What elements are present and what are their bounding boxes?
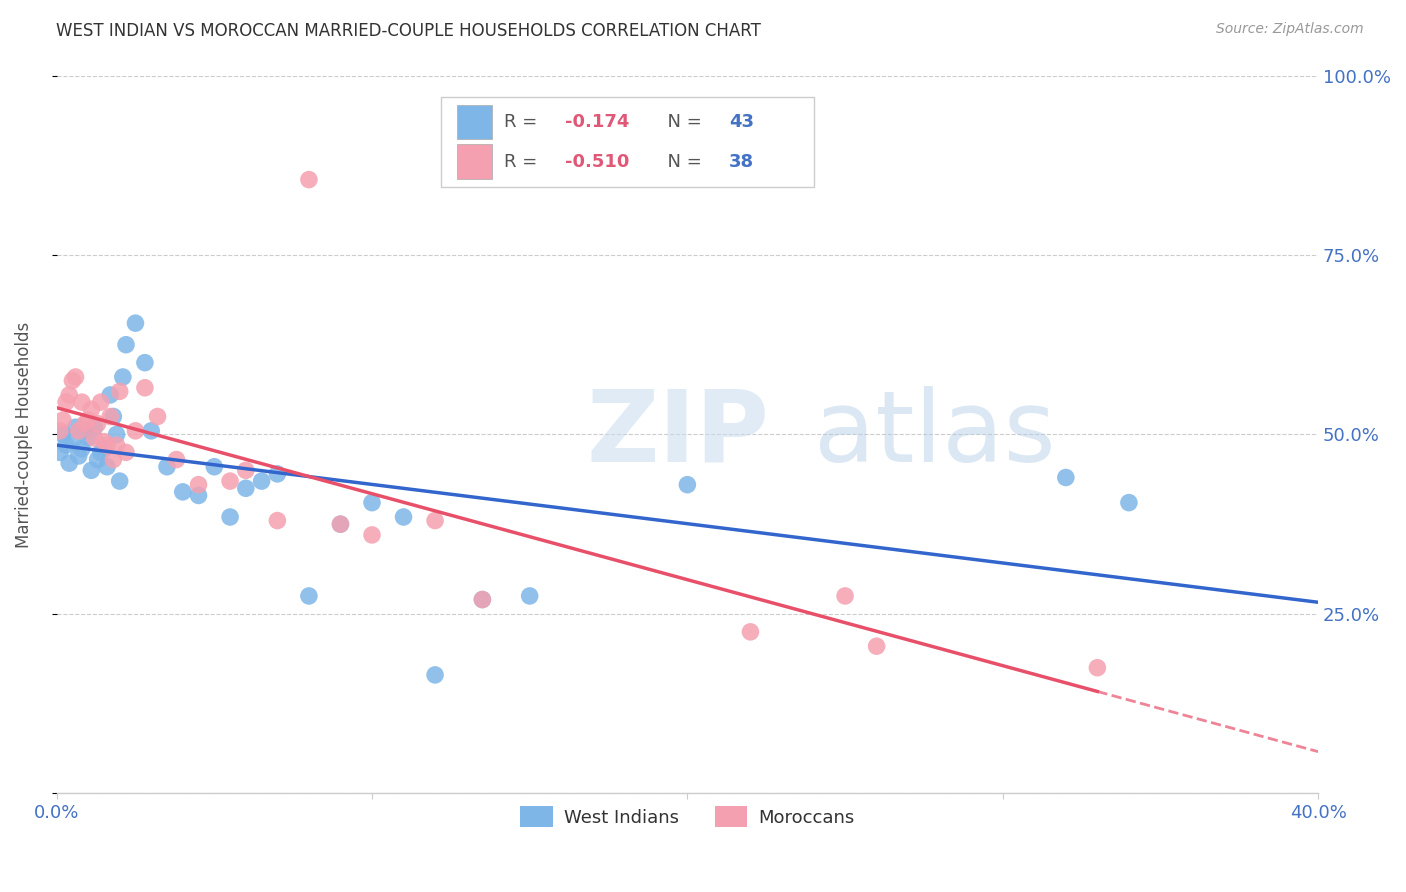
Point (77, 431, 100, 445)
Point (93, 434, 115, 449)
Point (676, 477, 699, 491)
Point (187, 477, 209, 491)
Point (70, 395, 93, 409)
Point (146, 409, 169, 424)
Point (361, 528, 384, 542)
Point (83, 431, 105, 445)
Point (141, 424, 163, 438)
Point (865, 639, 887, 653)
Legend: West Indians, Moroccans: West Indians, Moroccans (513, 799, 862, 835)
Point (55, 438, 77, 452)
Point (90, 445, 112, 459)
Text: N =: N = (655, 113, 707, 131)
Point (49, 424, 72, 438)
Point (266, 514, 288, 528)
Text: N =: N = (655, 153, 707, 170)
Point (124, 424, 146, 438)
Point (49, 445, 72, 459)
Point (266, 467, 288, 481)
Point (60, 374, 83, 388)
Point (329, 517, 352, 532)
Point (471, 592, 494, 607)
Point (55, 395, 77, 409)
Text: atlas: atlas (814, 386, 1054, 483)
Point (65, 420, 87, 434)
Y-axis label: Married-couple Households: Married-couple Households (15, 321, 32, 548)
Point (740, 624, 762, 639)
Point (83, 420, 105, 434)
Point (202, 459, 225, 474)
Point (98, 409, 121, 424)
Point (77, 413, 100, 427)
Point (90, 395, 112, 409)
Point (1054, 470, 1077, 484)
Point (187, 488, 209, 502)
Point (124, 316, 146, 330)
Text: R =: R = (505, 153, 544, 170)
Point (52, 427, 75, 442)
Point (392, 510, 415, 524)
Point (235, 463, 257, 477)
Point (115, 337, 138, 351)
Point (58, 456, 80, 470)
Point (60, 434, 83, 449)
Text: 38: 38 (728, 153, 754, 170)
Point (98, 388, 121, 402)
Point (73, 424, 96, 438)
Point (219, 510, 242, 524)
Text: -0.174: -0.174 (565, 113, 630, 131)
Point (80, 463, 103, 477)
Point (86, 452, 108, 467)
Point (423, 514, 446, 528)
Point (834, 589, 856, 603)
Point (103, 409, 125, 424)
Point (105, 438, 128, 452)
Point (52, 413, 75, 427)
Point (250, 474, 273, 488)
Point (134, 381, 156, 395)
Point (361, 495, 384, 509)
Point (111, 370, 134, 384)
Point (172, 484, 194, 499)
Point (58, 388, 80, 402)
Point (471, 592, 494, 607)
Point (298, 589, 321, 603)
Point (105, 427, 128, 442)
Point (1085, 661, 1108, 675)
Point (67, 449, 90, 463)
Point (219, 474, 242, 488)
Point (115, 445, 138, 459)
Point (519, 589, 541, 603)
Point (93, 442, 115, 456)
Text: WEST INDIAN VS MOROCCAN MARRIED-COUPLE HOUSEHOLDS CORRELATION CHART: WEST INDIAN VS MOROCCAN MARRIED-COUPLE H… (56, 22, 761, 40)
Point (298, 172, 321, 186)
Point (108, 384, 131, 399)
Point (80, 402, 103, 417)
Point (423, 668, 446, 682)
FancyBboxPatch shape (441, 97, 814, 186)
Point (96, 459, 118, 474)
Point (156, 459, 179, 474)
Point (166, 452, 188, 467)
Point (329, 517, 352, 532)
Point (70, 442, 93, 456)
Text: 43: 43 (728, 113, 754, 131)
Text: ZIP: ZIP (586, 386, 769, 483)
Point (1118, 495, 1140, 509)
Point (134, 356, 156, 370)
Point (108, 474, 131, 488)
Point (235, 481, 257, 495)
Text: Source: ZipAtlas.com: Source: ZipAtlas.com (1216, 22, 1364, 37)
Text: R =: R = (505, 113, 544, 131)
Point (86, 417, 108, 431)
Point (96, 438, 118, 452)
Point (67, 424, 90, 438)
Point (103, 452, 125, 467)
FancyBboxPatch shape (457, 105, 492, 139)
FancyBboxPatch shape (457, 145, 492, 179)
Text: -0.510: -0.510 (565, 153, 630, 170)
Point (65, 370, 87, 384)
Point (73, 417, 96, 431)
